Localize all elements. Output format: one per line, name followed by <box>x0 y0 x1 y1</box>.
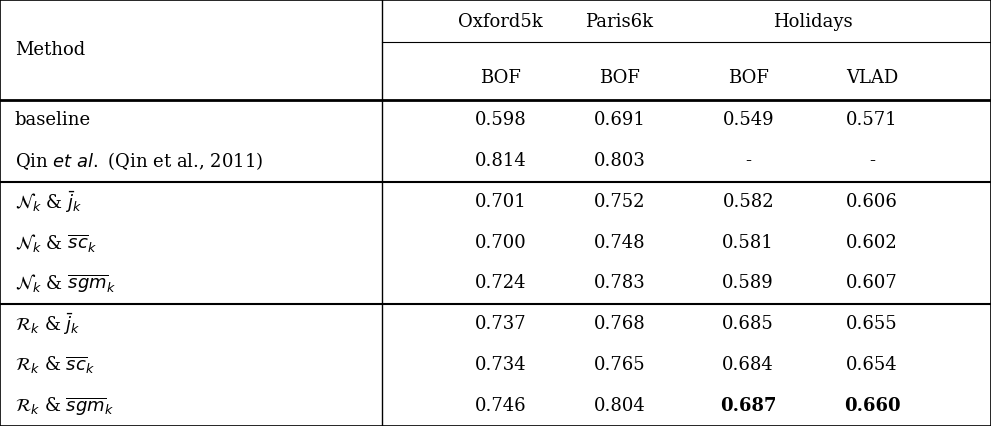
Text: 0.691: 0.691 <box>594 112 645 130</box>
Text: 0.783: 0.783 <box>594 274 645 292</box>
Text: 0.660: 0.660 <box>843 397 901 414</box>
Text: 0.765: 0.765 <box>594 356 645 374</box>
Text: 0.803: 0.803 <box>594 152 645 170</box>
Text: $\mathcal{R}_k$ & $\bar{j}_k$: $\mathcal{R}_k$ & $\bar{j}_k$ <box>15 311 80 337</box>
Text: 0.581: 0.581 <box>722 234 774 252</box>
Text: 0.602: 0.602 <box>846 234 898 252</box>
Text: BOF: BOF <box>727 69 769 87</box>
Text: 0.571: 0.571 <box>846 112 898 130</box>
Text: BOF: BOF <box>480 69 521 87</box>
Text: $\mathcal{R}_k$ & $\overline{sc}_k$: $\mathcal{R}_k$ & $\overline{sc}_k$ <box>15 354 95 376</box>
Text: 0.684: 0.684 <box>722 356 774 374</box>
Text: 0.607: 0.607 <box>846 274 898 292</box>
Text: 0.606: 0.606 <box>846 193 898 211</box>
Text: 0.814: 0.814 <box>475 152 526 170</box>
Text: 0.748: 0.748 <box>594 234 645 252</box>
Text: $\mathcal{N}_k$ & $\overline{sc}_k$: $\mathcal{N}_k$ & $\overline{sc}_k$ <box>15 232 97 254</box>
Text: Oxford5k: Oxford5k <box>458 13 543 31</box>
Text: VLAD: VLAD <box>846 69 898 87</box>
Text: Qin $\it{et\ al.}$ (Qin et al., 2011): Qin $\it{et\ al.}$ (Qin et al., 2011) <box>15 150 264 172</box>
Text: 0.752: 0.752 <box>594 193 645 211</box>
Text: 0.734: 0.734 <box>475 356 526 374</box>
Text: 0.685: 0.685 <box>722 315 774 333</box>
Text: 0.582: 0.582 <box>722 193 774 211</box>
Text: -: - <box>869 152 875 170</box>
Text: BOF: BOF <box>599 69 640 87</box>
Text: 0.549: 0.549 <box>722 112 774 130</box>
Text: $\mathcal{R}_k$ & $\overline{sgm}_k$: $\mathcal{R}_k$ & $\overline{sgm}_k$ <box>15 395 114 417</box>
Text: 0.687: 0.687 <box>719 397 777 414</box>
Text: 0.598: 0.598 <box>475 112 526 130</box>
Text: -: - <box>745 152 751 170</box>
Text: 0.655: 0.655 <box>846 315 898 333</box>
Text: $\mathcal{N}_k$ & $\bar{j}_k$: $\mathcal{N}_k$ & $\bar{j}_k$ <box>15 189 82 215</box>
Text: Paris6k: Paris6k <box>586 13 653 31</box>
Text: Holidays: Holidays <box>773 13 852 31</box>
Text: 0.700: 0.700 <box>475 234 526 252</box>
Text: 0.654: 0.654 <box>846 356 898 374</box>
Text: 0.746: 0.746 <box>475 397 526 414</box>
Text: 0.701: 0.701 <box>475 193 526 211</box>
Text: 0.724: 0.724 <box>475 274 526 292</box>
Text: Method: Method <box>15 41 85 59</box>
Text: 0.737: 0.737 <box>475 315 526 333</box>
Text: 0.804: 0.804 <box>594 397 645 414</box>
Text: 0.589: 0.589 <box>722 274 774 292</box>
Text: $\mathcal{N}_k$ & $\overline{sgm}_k$: $\mathcal{N}_k$ & $\overline{sgm}_k$ <box>15 272 116 295</box>
Text: 0.768: 0.768 <box>594 315 645 333</box>
Text: baseline: baseline <box>15 112 91 130</box>
